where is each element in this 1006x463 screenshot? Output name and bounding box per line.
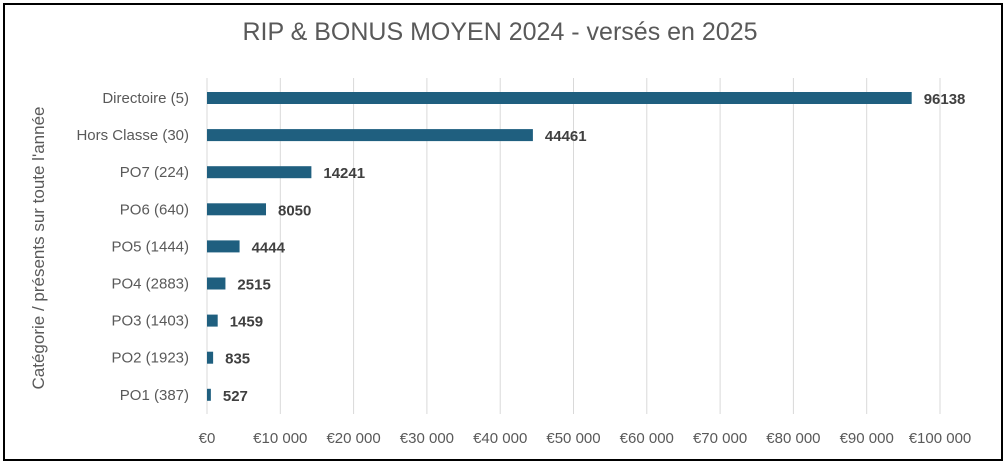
x-tick-label: €20 000 [326,430,380,447]
x-axis-ticks: €0 €10 000 €20 000 €30 000 €40 000 €50 000 €60… [199,430,972,447]
data-label: 44461 [545,128,587,145]
data-label: 527 [223,388,248,405]
category-label: PO3 (1403) [111,313,189,330]
category-label: Directoire (5) [102,90,189,107]
x-tick-label: €80 000 [766,430,820,447]
chart-frame [3,3,1003,461]
x-tick-label: €30 000 [400,430,454,447]
bar [207,129,533,142]
bar [207,314,218,327]
category-label: PO7 (224) [120,164,189,181]
category-label: PO5 (1444) [111,238,189,255]
x-tick-label: €100 000 [909,430,972,447]
gridlines [206,78,941,414]
value-labels: 96138 44461 14241 8050 4444 2515 1459 835 527 [223,91,966,405]
data-label: 14241 [323,165,365,182]
x-tick-label: €40 000 [473,430,527,447]
data-label: 2515 [237,277,270,294]
bar [207,92,912,104]
x-tick-label: €50 000 [546,430,600,447]
category-label: PO2 (1923) [111,350,189,367]
bars [207,92,912,401]
category-labels: Directoire (5) Hors Classe (30) PO7 (224) P… [76,90,189,404]
data-label: 96138 [924,91,966,108]
bar [207,203,267,216]
category-label: PO6 (640) [120,201,189,218]
chart-title: RIP & BONUS MOYEN 2024 - versés en 2025 [242,18,758,46]
data-label: 4444 [252,239,286,256]
bar [207,388,211,401]
x-tick-label: €70 000 [693,430,747,447]
x-tick-label: €10 000 [253,430,307,447]
category-label: Hors Classe (30) [76,127,189,144]
data-label: 8050 [278,202,311,219]
data-label: 835 [225,351,250,368]
category-label: PO4 (2883) [111,276,189,293]
bar [207,166,312,179]
bar [207,351,214,364]
x-tick-label: €90 000 [840,430,894,447]
x-tick-label: €0 [199,430,216,447]
bar [207,277,226,290]
category-label: PO1 (387) [120,387,189,404]
x-tick-label: €60 000 [620,430,674,447]
bar [207,240,240,253]
data-label: 1459 [230,314,263,331]
